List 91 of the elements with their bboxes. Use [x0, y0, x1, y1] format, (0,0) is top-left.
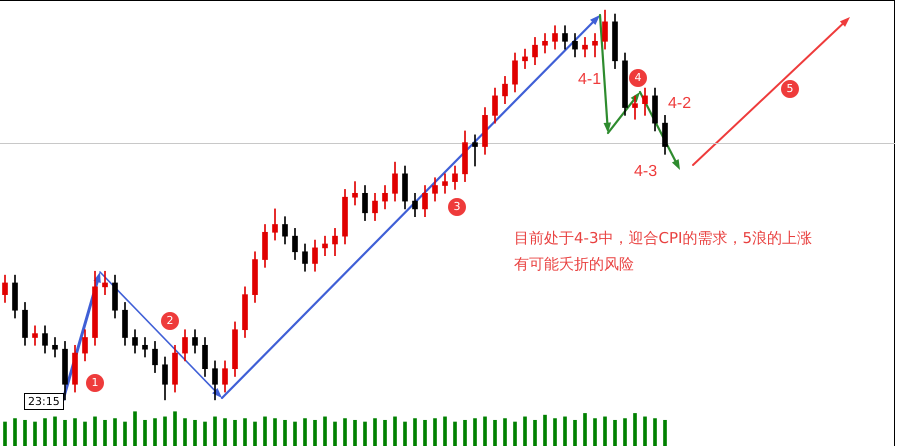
bar	[43, 418, 47, 446]
candlestick	[142, 337, 148, 358]
bar	[553, 418, 557, 446]
bar	[413, 418, 417, 446]
annotation: 4-2	[668, 94, 692, 114]
bar	[113, 418, 117, 446]
bar	[273, 418, 277, 446]
bar	[613, 420, 617, 446]
text: 5	[781, 80, 799, 98]
bar	[523, 416, 527, 446]
annotation: 1	[86, 374, 104, 392]
bar	[543, 414, 547, 446]
bar	[503, 418, 507, 446]
bar	[3, 422, 7, 446]
bar	[153, 418, 157, 446]
bar	[93, 416, 97, 446]
bar	[53, 416, 57, 446]
bar	[403, 422, 407, 446]
bar	[343, 418, 347, 446]
bar	[363, 422, 367, 446]
bar	[423, 420, 427, 446]
bar	[203, 422, 207, 446]
candlestick	[442, 173, 448, 194]
bar	[453, 422, 457, 446]
bar	[473, 418, 477, 446]
candlestick	[582, 37, 588, 58]
bar	[433, 418, 437, 446]
bar	[73, 418, 77, 446]
annotation: 2	[161, 312, 179, 330]
bar	[603, 416, 607, 446]
candlestick	[52, 337, 58, 358]
bar	[133, 411, 137, 446]
bar	[393, 416, 397, 446]
bar	[63, 420, 67, 446]
bar	[33, 422, 37, 446]
bar	[593, 418, 597, 446]
annotation: 4-1	[578, 70, 602, 90]
annotation: 有可能夭折的风险	[514, 254, 634, 274]
candlestick	[542, 33, 548, 54]
bar	[13, 418, 17, 446]
bar	[323, 416, 327, 446]
bar	[573, 420, 577, 446]
bar	[563, 416, 567, 446]
bar	[233, 420, 237, 446]
candlestick	[322, 236, 328, 256]
bar	[103, 420, 107, 446]
bar	[223, 418, 227, 446]
bar	[313, 420, 317, 446]
annotation: 23:15	[24, 393, 64, 410]
bar	[373, 418, 377, 446]
bar	[463, 420, 467, 446]
candlestick	[32, 325, 38, 346]
bar	[533, 420, 537, 446]
bar	[23, 420, 27, 446]
bar	[383, 420, 387, 446]
bar	[193, 420, 197, 446]
bar	[283, 420, 287, 446]
bar	[253, 422, 257, 446]
bar	[623, 418, 627, 446]
candlestick	[632, 96, 638, 120]
candlestick	[472, 134, 478, 166]
bar	[213, 416, 217, 446]
bar	[163, 416, 167, 446]
annotation: 目前处于4-3中，迎合CPI的需求，5浪的上涨	[514, 228, 812, 248]
bar	[183, 418, 187, 446]
annotation: 3	[448, 198, 466, 216]
bar	[123, 422, 127, 446]
bar	[643, 416, 647, 446]
bar	[583, 413, 587, 446]
bar	[303, 418, 307, 446]
candlestick	[102, 270, 108, 295]
candlestick	[592, 33, 598, 58]
candlestick	[352, 181, 358, 206]
annotation: 4-3	[634, 162, 658, 182]
bar	[633, 413, 637, 446]
annotation: 4	[629, 69, 647, 87]
candlestick	[522, 48, 528, 69]
bar	[263, 416, 267, 446]
bar	[483, 416, 487, 446]
bar	[663, 420, 667, 446]
bar	[143, 420, 147, 446]
bar	[333, 422, 337, 446]
bar	[513, 422, 517, 446]
bar	[353, 420, 357, 446]
bar	[653, 418, 657, 446]
bar	[243, 418, 247, 446]
bar	[493, 420, 497, 446]
bar	[443, 416, 447, 446]
bar	[83, 422, 87, 446]
bar	[173, 411, 177, 446]
bar	[293, 422, 297, 446]
